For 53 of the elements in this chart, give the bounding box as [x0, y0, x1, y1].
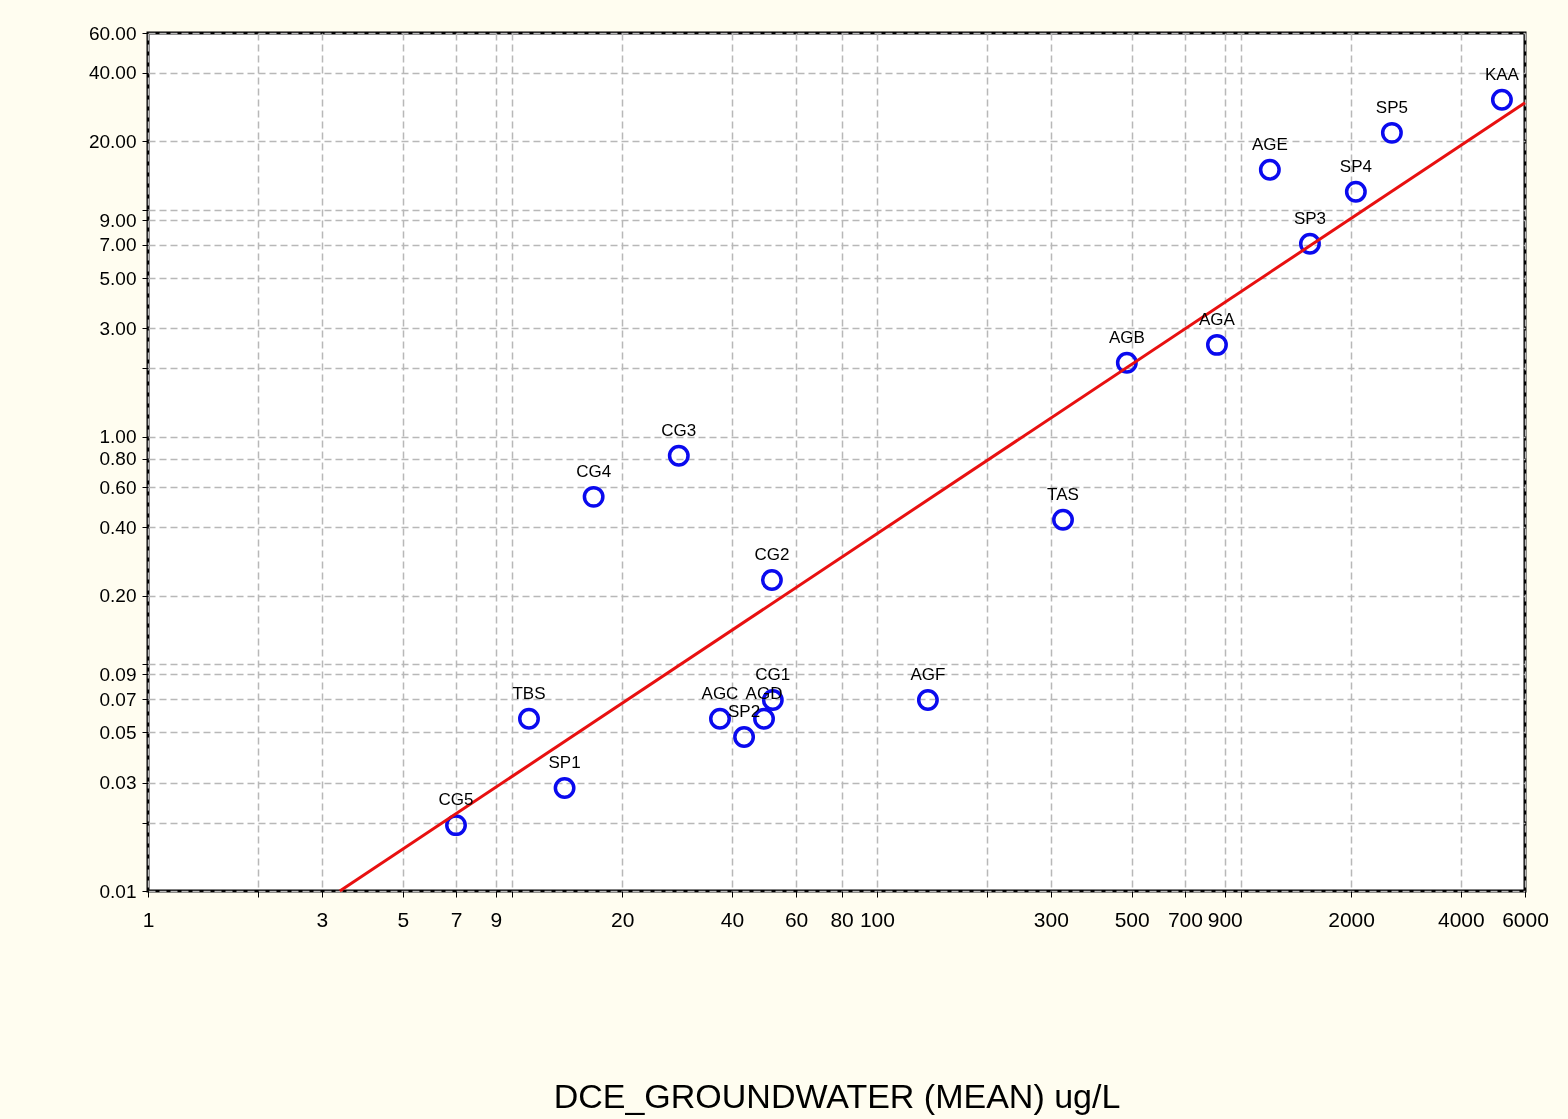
annotation: CG2	[754, 545, 790, 565]
annotation: CG4	[576, 461, 612, 481]
y-tick-label: 0.07	[99, 688, 137, 710]
y-tick-label: 1.00	[99, 426, 137, 448]
x-tick-label: 3	[316, 907, 329, 931]
x-tick-label: 1	[142, 907, 155, 931]
x-tick-label: 60	[784, 907, 809, 931]
annotation: TBS	[512, 683, 546, 703]
x-tick-label: 9	[490, 907, 503, 931]
annotation: TAS	[1047, 484, 1079, 504]
y-tick-label: 3.00	[99, 317, 137, 339]
annotation: AGB	[1108, 327, 1145, 347]
y-tick-label: 0.40	[99, 516, 137, 538]
annotation: SP5	[1375, 97, 1408, 117]
x-tick-label: 40	[720, 907, 745, 931]
annotation: CG5	[438, 790, 474, 810]
y-tick-label: 9.00	[99, 209, 137, 231]
annotation: AGE	[1251, 134, 1288, 154]
annotation: CG3	[661, 420, 697, 440]
x-tick-label: 2000	[1328, 907, 1375, 931]
y-tick-label: 5.00	[99, 267, 137, 289]
x-tick-label: 100	[859, 907, 895, 931]
y-tick-label: 60.00	[88, 22, 137, 44]
x-tick-label: 300	[1033, 907, 1069, 931]
annotation: KAA	[1484, 64, 1520, 84]
annotation: CG1	[755, 664, 791, 684]
x-tick-label: 20	[611, 907, 635, 931]
x-tick-label: 7	[450, 907, 463, 931]
y-tick-label: 0.03	[99, 772, 137, 794]
annotation: AGF	[910, 664, 946, 684]
x-tick-label: 6000	[1502, 907, 1549, 931]
annotation: SP4	[1339, 156, 1372, 176]
y-tick-label: 0.09	[99, 663, 137, 685]
x-tick-label: 500	[1114, 907, 1150, 931]
y-tick-label: 0.60	[99, 476, 137, 498]
x-tick-label: 900	[1207, 907, 1243, 931]
x-tick-label: 700	[1167, 907, 1203, 931]
x-tick-label: 5	[397, 907, 410, 931]
y-tick-label: 0.80	[99, 448, 137, 470]
y-tick-label: 0.05	[99, 721, 137, 743]
x-tick-label: 80	[830, 907, 854, 931]
x-tick-label: 4000	[1437, 907, 1485, 931]
y-tick-label: 7.00	[99, 234, 137, 256]
annotation: SP2	[728, 701, 761, 721]
annotation: AGA	[1199, 309, 1236, 329]
annotation: SP3	[1293, 208, 1327, 228]
annotation: SP1	[548, 753, 581, 773]
y-tick-label: 0.01	[99, 880, 137, 902]
annotation: AGC	[701, 683, 739, 703]
x-axis-title: DCE_GROUNDWATER (MEAN) ug/L	[553, 1076, 1121, 1115]
y-tick-label: 20.00	[88, 130, 137, 152]
y-tick-label: 40.00	[88, 62, 137, 84]
y-tick-label: 0.20	[99, 585, 137, 607]
